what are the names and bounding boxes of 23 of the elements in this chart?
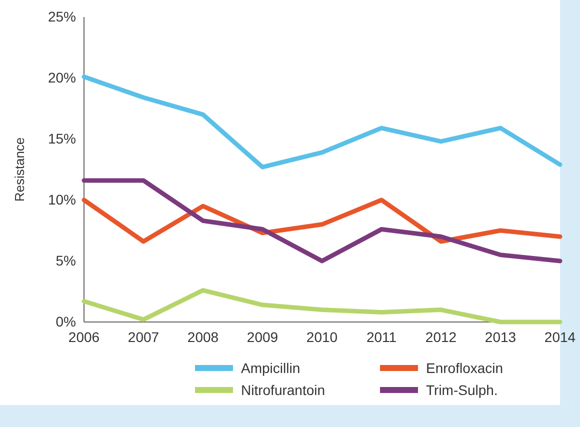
y-tick-label: 15%: [48, 130, 76, 146]
line-series: [82, 178, 562, 264]
legend-label: Ampicillin: [241, 360, 300, 376]
x-tick-label: 2008: [187, 328, 219, 345]
x-tick-label: 2014: [544, 328, 576, 345]
x-tick-label: 2011: [366, 328, 397, 345]
y-tick-label: 5%: [56, 252, 76, 268]
line-series: [82, 74, 562, 170]
x-tick-label: 2013: [484, 328, 516, 345]
legend-label: Trim-Sulph.: [426, 382, 498, 398]
y-tick-label: 25%: [48, 8, 76, 24]
x-tick-label: 2010: [306, 328, 338, 345]
line-series: [82, 198, 562, 244]
y-tick-label: 10%: [48, 191, 76, 208]
y-tick-label: 0%: [56, 313, 76, 330]
y-tick-label: 20%: [48, 69, 76, 86]
x-tick-label: 2012: [425, 328, 457, 345]
legend-label: Enrofloxacin: [426, 360, 504, 376]
y-axis-title: Resistance: [12, 137, 27, 202]
x-tick-label: 2006: [68, 328, 100, 345]
x-tick-label: 2007: [128, 328, 160, 345]
legend-label: Nitrofurantoin: [241, 382, 326, 398]
x-tick-label: 2009: [246, 328, 278, 345]
